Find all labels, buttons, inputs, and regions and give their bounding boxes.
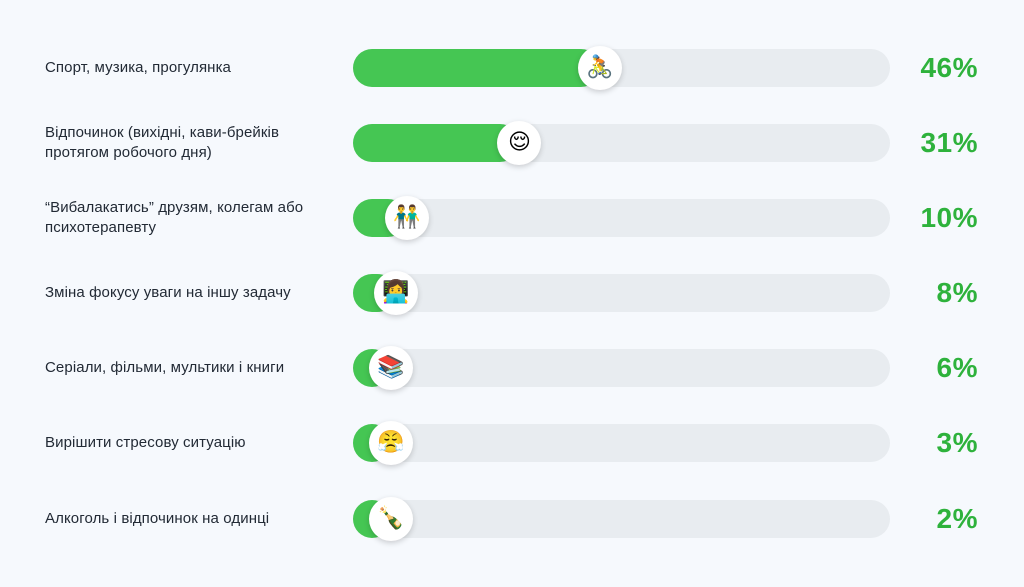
bar-row: Відпочинок (вихідні, кави-брейків протяг…: [0, 113, 1024, 173]
bar-fill: [353, 49, 601, 87]
books-icon: 📚: [369, 346, 413, 390]
value-label: 10%: [920, 202, 978, 233]
category-label: Відпочинок (вихідні, кави-брейків протяг…: [45, 124, 280, 161]
bar-row: Алкоголь і відпочинок на одинці 🍾 2%: [0, 489, 1024, 549]
bar-fill: [353, 124, 520, 162]
category-label: Зміна фокусу уваги на іншу задачу: [45, 284, 291, 301]
bar-row: “Вибалакатись” друзям, колегам або психо…: [0, 188, 1024, 248]
bar-track: 👩‍💻: [353, 271, 890, 315]
bar-row: Вирішити стресову ситуацію 😤 3%: [0, 413, 1024, 473]
bar-track: 🍾: [353, 497, 890, 541]
category-label: Спорт, музика, прогулянка: [45, 59, 232, 76]
category-label: Алкоголь і відпочинок на одинці: [45, 510, 270, 527]
bar-track: 🚴: [353, 46, 890, 90]
value-label: 6%: [936, 352, 978, 383]
bar-row: Серіали, фільми, мультики і книги 📚 6%: [0, 338, 1024, 398]
value-label: 46%: [920, 52, 978, 83]
value-label: 2%: [936, 503, 978, 534]
two-people-icon: 👬: [384, 196, 429, 240]
bar-track: 😤: [353, 421, 890, 465]
category-label: Вирішити стресову ситуацію: [45, 434, 246, 451]
relaxing-person-icon: 😌: [497, 121, 542, 165]
bottle-icon: 🍾: [369, 497, 413, 541]
bar-row: Зміна фокусу уваги на іншу задачу 👩‍💻 8%: [0, 263, 1024, 323]
cyclist-icon: 🚴: [578, 46, 623, 90]
category-label: “Вибалакатись” друзям, колегам або психо…: [45, 199, 304, 236]
value-label: 3%: [936, 427, 978, 458]
bar-track: 📚: [353, 346, 890, 390]
angry-face-icon: 😤: [369, 421, 413, 465]
value-label: 8%: [936, 277, 978, 308]
bar-track: 👬: [353, 196, 890, 240]
value-label: 31%: [920, 127, 978, 158]
category-label: Серіали, фільми, мультики і книги: [45, 359, 285, 376]
bar-track: 😌: [353, 121, 890, 165]
person-at-laptop-icon: 👩‍💻: [373, 271, 418, 315]
bar-row: Спорт, музика, прогулянка 🚴 46%: [0, 38, 1024, 98]
